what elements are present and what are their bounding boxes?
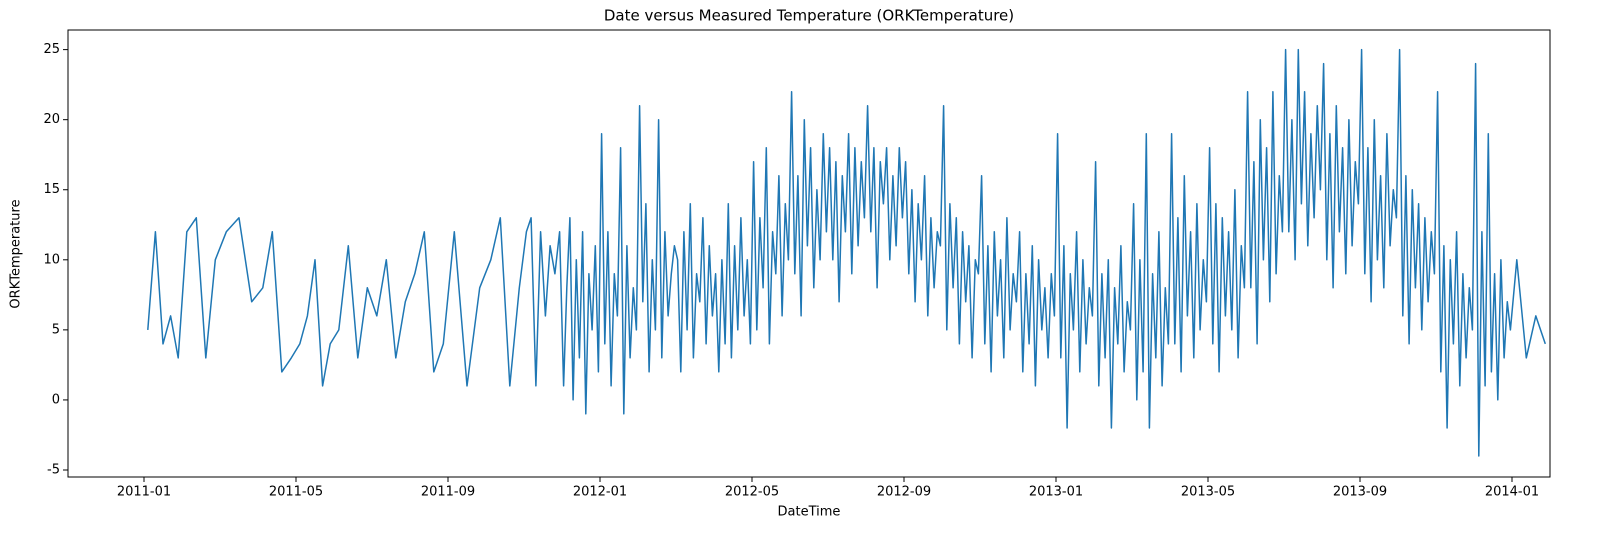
x-axis-label: DateTime [778,505,841,520]
x-tick-label: 2012-09 [877,485,931,500]
y-tick-label: 25 [43,42,60,57]
x-tick-label: 2011-09 [421,485,475,500]
y-tick-label: 15 [43,182,60,197]
y-tick-label: 10 [43,252,60,267]
x-tick-label: 2013-01 [1029,485,1083,500]
y-tick-label: 5 [52,322,60,337]
x-tick-label: 2014-01 [1485,485,1539,500]
y-tick-label: 20 [43,112,60,127]
x-tick-label: 2011-01 [117,485,171,500]
plot-frame [67,29,1551,478]
x-tick-label: 2011-05 [269,485,323,500]
chart-title: Date versus Measured Temperature (ORKTem… [604,7,1014,25]
x-tick-label: 2013-05 [1181,485,1235,500]
y-axis-label: ORKTemperature [9,199,24,308]
x-tick-label: 2012-01 [573,485,627,500]
y-tick-label: 0 [52,392,60,407]
x-tick-label: 2012-05 [725,485,779,500]
data-line [147,48,1547,457]
y-tick-label: -5 [47,462,60,477]
x-tick-label: 2013-09 [1333,485,1387,500]
